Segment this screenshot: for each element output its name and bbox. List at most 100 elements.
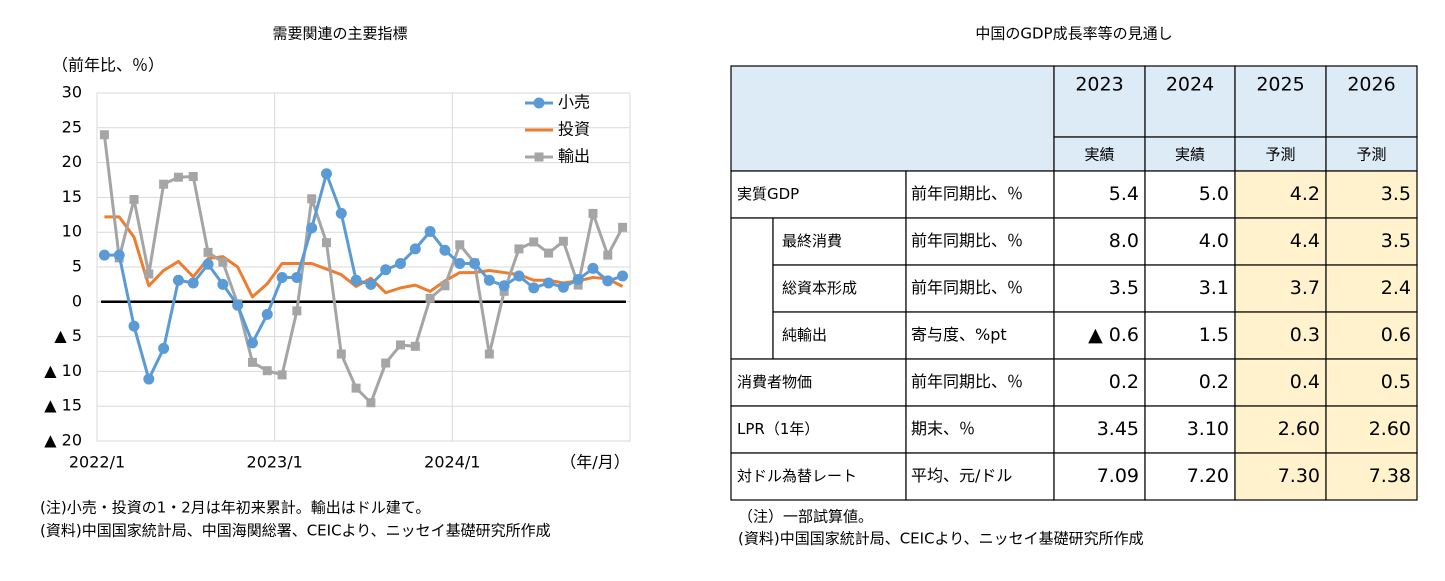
header-cell [1234,136,1327,172]
point [247,357,257,367]
point [99,130,109,140]
value: 3.5 [1381,183,1411,205]
column-kind: 実績 [1175,146,1205,164]
value: 0.2 [1109,371,1139,393]
value-cell [1144,358,1236,407]
column-kind: 予測 [1265,146,1295,164]
row-label: 対ドル為替レート [737,467,857,485]
value: 3.5 [1381,230,1411,252]
point [424,226,436,238]
y-tick-label: ▲ 10 [44,361,82,380]
legend-label: 投資 [558,120,590,139]
value: 4.2 [1290,183,1320,205]
value: 2.4 [1381,277,1411,299]
point [246,337,258,349]
point [440,281,450,291]
point [320,168,332,180]
y-tick-label: 25 [62,117,82,136]
column-kind: 実績 [1084,146,1114,164]
point [380,264,392,276]
row-unit: 期末、％ [911,419,975,438]
point [558,236,568,246]
y-tick-label: 15 [62,187,82,206]
value-cell [1325,264,1418,313]
column-year: 2024 [1166,74,1214,96]
y-tick-label: 10 [62,222,82,241]
label-cell [730,405,907,454]
y-tick-label: ▲ 15 [44,396,82,415]
legend-label: 輸出 [558,147,590,166]
chart-title: 需要関連の主要指標 [272,25,407,43]
header-cell [1325,65,1418,138]
point [98,249,110,261]
point [618,222,628,232]
value: 0.6 [1381,324,1411,346]
point [439,244,451,256]
table-title: 中国のGDP成長率等の見通し [975,25,1172,43]
x-tick-label: 2022/1 [69,453,125,472]
value: 3.10 [1187,418,1229,440]
value: 8.0 [1109,230,1139,252]
value-cell [1053,358,1146,407]
point [262,366,272,376]
point [603,250,613,260]
value-cell [1144,170,1236,219]
value: 0.5 [1381,371,1411,393]
point [306,222,318,234]
point [335,207,347,219]
value: ▲ 0.6 [1088,324,1139,346]
x-tick-label: 2023/1 [247,453,303,472]
row-label: 消費者物価 [737,373,812,391]
point [543,277,555,289]
point [455,240,465,250]
row-unit: 前年同期比、％ [911,278,1023,297]
value-cell [1144,264,1236,313]
point [292,306,302,316]
point [277,370,287,380]
point [276,271,288,283]
point [395,258,407,270]
y-tick-label: 0 [72,291,82,310]
header-cell [1053,136,1146,172]
legend-label: 小売 [558,93,590,112]
point [218,257,228,267]
value: 4.4 [1290,230,1320,252]
point [529,237,539,247]
label-cell [772,311,907,360]
unit-cell [905,452,1055,501]
point [528,282,540,294]
point [572,274,584,286]
value: 7.09 [1097,465,1139,487]
table-note: （注）一部試算値。 [738,508,873,526]
y-tick-label: 20 [62,152,82,171]
point [350,274,362,286]
point [143,373,155,385]
chart-source: (資料)中国国家統計局、中国海関総署、CEICより、ニッセイ基礎研究所作成 [40,522,551,540]
point [366,398,376,408]
point [483,274,495,286]
y-tick-label: ▲ 5 [54,326,82,345]
point [202,258,214,270]
point [158,342,170,354]
row-unit: 前年同期比、％ [911,372,1023,391]
row-unit: 平均、元/ドル [911,466,1012,485]
value: 0.2 [1199,371,1229,393]
y-tick-label: ▲ 20 [44,431,82,450]
unit-cell [905,170,1055,219]
point [203,247,213,257]
point [588,208,598,218]
point [129,194,139,204]
value: 7.30 [1278,465,1320,487]
point [188,172,198,182]
chart-note: (注)小売・投資の1・2月は年初来累計。輸出はドル建て。 [40,499,430,517]
point [173,172,183,182]
point [513,270,525,282]
point [573,280,583,290]
point [232,299,244,311]
point [217,278,229,290]
point [469,258,481,270]
unit-cell [905,264,1055,313]
point [159,179,169,189]
column-year: 2026 [1347,74,1395,96]
